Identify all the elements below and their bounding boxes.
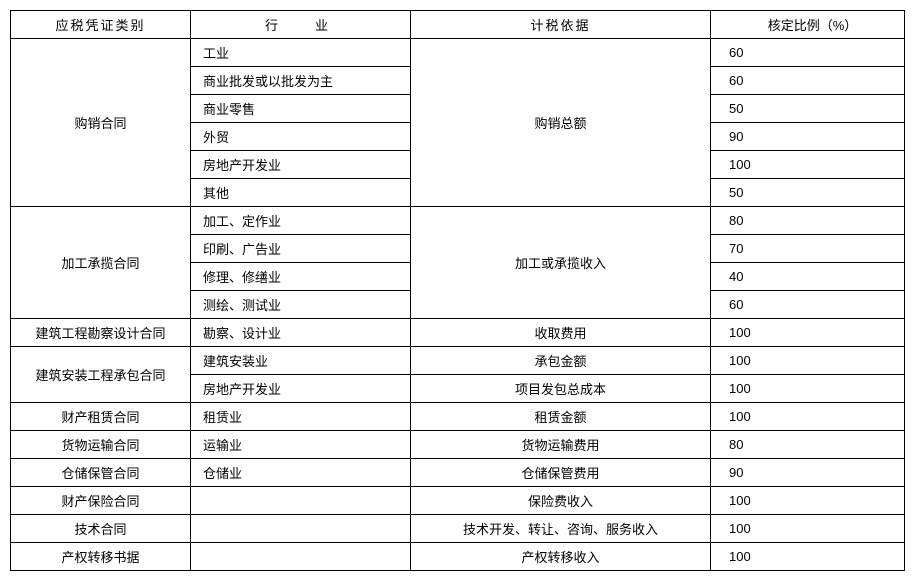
cell-category: 产权转移书据 [11,543,191,571]
table-row: 建筑工程勘察设计合同 勘察、设计业 收取费用 100 [11,319,905,347]
cell-industry: 仓储业 [191,459,411,487]
cell-ratio: 100 [711,151,905,179]
cell-industry: 商业批发或以批发为主 [191,67,411,95]
table-row: 购销合同 工业 购销总额 60 [11,39,905,67]
table-row: 货物运输合同 运输业 货物运输费用 80 [11,431,905,459]
cell-ratio: 60 [711,67,905,95]
cell-ratio: 90 [711,123,905,151]
cell-ratio: 100 [711,487,905,515]
header-category: 应税凭证类别 [11,11,191,39]
cell-basis: 技术开发、转让、咨询、服务收入 [411,515,711,543]
cell-industry: 印刷、广告业 [191,235,411,263]
table-row: 产权转移书据 产权转移收入 100 [11,543,905,571]
cell-industry: 租赁业 [191,403,411,431]
cell-category: 货物运输合同 [11,431,191,459]
cell-ratio: 80 [711,207,905,235]
cell-category: 财产租赁合同 [11,403,191,431]
cell-ratio: 50 [711,179,905,207]
header-ratio: 核定比例（%） [711,11,905,39]
cell-ratio: 50 [711,95,905,123]
cell-industry: 外贸 [191,123,411,151]
cell-ratio: 60 [711,291,905,319]
cell-industry: 房地产开发业 [191,151,411,179]
table-row: 财产租赁合同 租赁业 租赁金额 100 [11,403,905,431]
table-body: 购销合同 工业 购销总额 60 商业批发或以批发为主 60 商业零售 50 外贸… [11,39,905,571]
cell-category: 技术合同 [11,515,191,543]
cell-basis: 产权转移收入 [411,543,711,571]
cell-industry: 商业零售 [191,95,411,123]
cell-ratio: 100 [711,515,905,543]
cell-category: 财产保险合同 [11,487,191,515]
table-row: 仓储保管合同 仓储业 仓储保管费用 90 [11,459,905,487]
cell-industry: 修理、修缮业 [191,263,411,291]
header-basis: 计税依据 [411,11,711,39]
cell-industry [191,487,411,515]
cell-ratio: 90 [711,459,905,487]
cell-category: 仓储保管合同 [11,459,191,487]
cell-ratio: 60 [711,39,905,67]
cell-basis: 租赁金额 [411,403,711,431]
cell-ratio: 100 [711,319,905,347]
cell-basis: 货物运输费用 [411,431,711,459]
cell-basis: 购销总额 [411,39,711,207]
cell-basis: 承包金额 [411,347,711,375]
cell-basis: 项目发包总成本 [411,375,711,403]
cell-ratio: 100 [711,403,905,431]
table-row: 技术合同 技术开发、转让、咨询、服务收入 100 [11,515,905,543]
cell-basis: 保险费收入 [411,487,711,515]
cell-ratio: 100 [711,543,905,571]
cell-ratio: 40 [711,263,905,291]
cell-basis: 收取费用 [411,319,711,347]
cell-industry: 建筑安装业 [191,347,411,375]
cell-industry [191,543,411,571]
tax-ratio-table: 应税凭证类别 行 业 计税依据 核定比例（%） 购销合同 工业 购销总额 60 … [10,10,905,571]
cell-industry: 测绘、测试业 [191,291,411,319]
cell-category: 购销合同 [11,39,191,207]
cell-ratio: 70 [711,235,905,263]
header-industry: 行 业 [191,11,411,39]
table-row: 财产保险合同 保险费收入 100 [11,487,905,515]
cell-category: 建筑工程勘察设计合同 [11,319,191,347]
cell-industry: 其他 [191,179,411,207]
cell-industry: 加工、定作业 [191,207,411,235]
cell-industry: 工业 [191,39,411,67]
table-row: 建筑安装工程承包合同 建筑安装业 承包金额 100 [11,347,905,375]
cell-industry: 房地产开发业 [191,375,411,403]
cell-category: 建筑安装工程承包合同 [11,347,191,403]
cell-category: 加工承揽合同 [11,207,191,319]
cell-industry: 运输业 [191,431,411,459]
cell-basis: 加工或承揽收入 [411,207,711,319]
cell-ratio: 100 [711,347,905,375]
cell-basis: 仓储保管费用 [411,459,711,487]
cell-ratio: 80 [711,431,905,459]
cell-industry: 勘察、设计业 [191,319,411,347]
table-header-row: 应税凭证类别 行 业 计税依据 核定比例（%） [11,11,905,39]
cell-ratio: 100 [711,375,905,403]
cell-industry [191,515,411,543]
table-row: 加工承揽合同 加工、定作业 加工或承揽收入 80 [11,207,905,235]
